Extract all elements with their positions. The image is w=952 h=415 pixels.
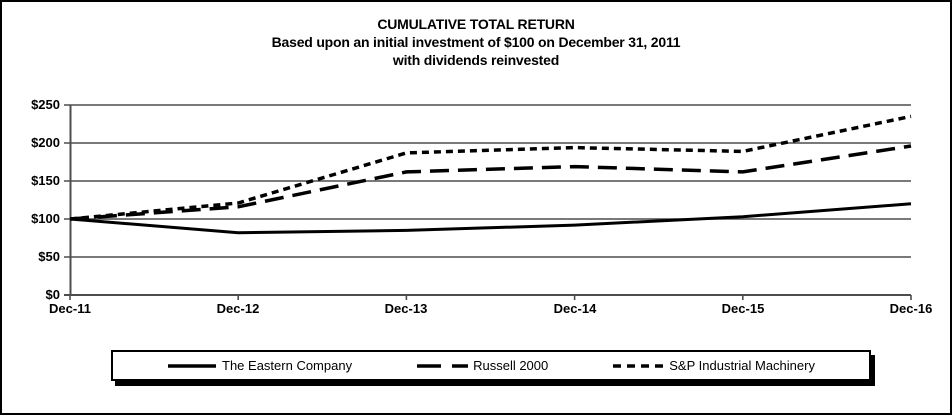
x-axis-label: Dec-16 <box>889 301 933 316</box>
legend-item-sp-industrial-machinery: S&P Industrial Machinery <box>612 358 815 373</box>
legend-label: Russell 2000 <box>473 358 549 373</box>
y-axis-label: $150 <box>31 173 60 188</box>
chart-subtitle-2: with dividends reinvested <box>392 52 560 68</box>
series-line-the-eastern-company <box>69 202 912 235</box>
x-axis-label: Dec-13 <box>384 301 428 316</box>
legend-label: S&P Industrial Machinery <box>669 358 815 373</box>
x-axis-label: Dec-14 <box>553 301 597 316</box>
y-axis-label: $50 <box>38 249 60 264</box>
short-dash-swatch-icon <box>613 363 665 368</box>
x-axis-label: Dec-11 <box>49 301 91 316</box>
chart-title-block: CUMULATIVE TOTAL RETURN Based upon an in… <box>2 15 950 69</box>
series-line-s-p-industrial-machinery <box>69 114 912 221</box>
x-axis-label: Dec-12 <box>216 301 260 316</box>
chart-subtitle: Based upon an initial investment of $100… <box>271 34 681 50</box>
y-axis-label: $250 <box>31 97 60 112</box>
chart-title: CUMULATIVE TOTAL RETURN <box>377 16 575 32</box>
y-axis-label: $100 <box>31 211 60 226</box>
legend-item-eastern-company: The Eastern Company <box>167 358 352 373</box>
series-line-russell-2000 <box>69 144 912 221</box>
solid-line-swatch-icon <box>168 363 217 368</box>
legend-label: The Eastern Company <box>222 358 353 373</box>
legend-item-russell-2000: Russell 2000 <box>416 358 548 373</box>
legend: The Eastern Company Russell 2000 S&P Ind… <box>111 350 871 381</box>
y-axis-label: $0 <box>45 287 60 302</box>
x-axis-label: Dec-15 <box>721 301 765 316</box>
y-axis-label: $200 <box>31 135 60 150</box>
long-dash-swatch-icon <box>417 363 469 368</box>
